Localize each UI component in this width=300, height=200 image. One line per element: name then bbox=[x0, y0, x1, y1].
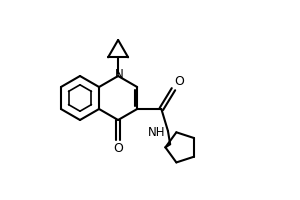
Text: N: N bbox=[115, 68, 124, 82]
Text: O: O bbox=[175, 75, 184, 88]
Text: O: O bbox=[113, 142, 123, 155]
Text: NH: NH bbox=[148, 126, 165, 138]
